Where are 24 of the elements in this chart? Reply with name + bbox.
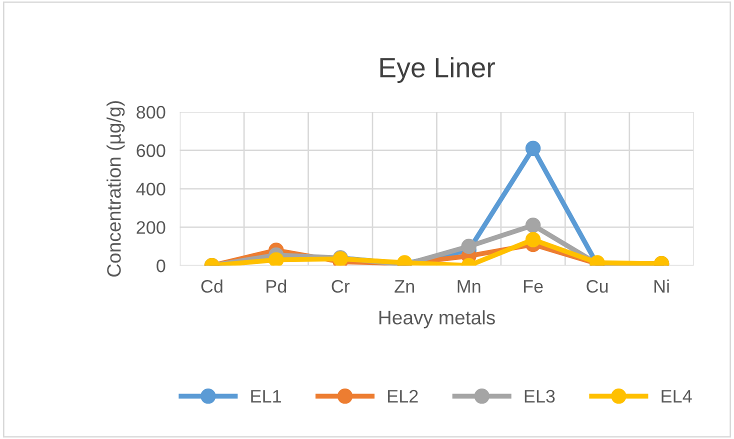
x-tick-label: Fe xyxy=(524,280,543,293)
x-tick-label: Zn xyxy=(394,280,414,293)
y-tick-label: 0 xyxy=(156,260,166,272)
y-tick-label: 400 xyxy=(136,182,166,196)
x-tick-label: Mn xyxy=(458,280,480,293)
x-tick-label: Pd xyxy=(266,279,286,293)
point xyxy=(525,232,541,248)
point xyxy=(525,218,541,233)
x-tick-label: Ni xyxy=(654,279,669,293)
x-axis-title: Heavy metals xyxy=(379,310,495,328)
legend-label: EL4 xyxy=(662,390,692,402)
legend-label: EL2 xyxy=(388,390,418,402)
legend-label: EL1 xyxy=(251,390,281,402)
x-tick-label: Cu xyxy=(586,280,608,293)
x-tick-label: Cr xyxy=(332,280,350,293)
point xyxy=(461,238,476,254)
y-tick-label: 600 xyxy=(136,144,166,158)
point xyxy=(525,140,541,156)
legend-label: EL3 xyxy=(524,390,555,403)
chart-title: Eye Liner xyxy=(380,57,495,83)
y-tick-label: 200 xyxy=(136,221,166,234)
x-tick-label: Cd xyxy=(201,279,222,293)
y-axis-title: Concentration (µg/g) xyxy=(106,101,125,277)
y-tick-label: 800 xyxy=(136,106,166,119)
